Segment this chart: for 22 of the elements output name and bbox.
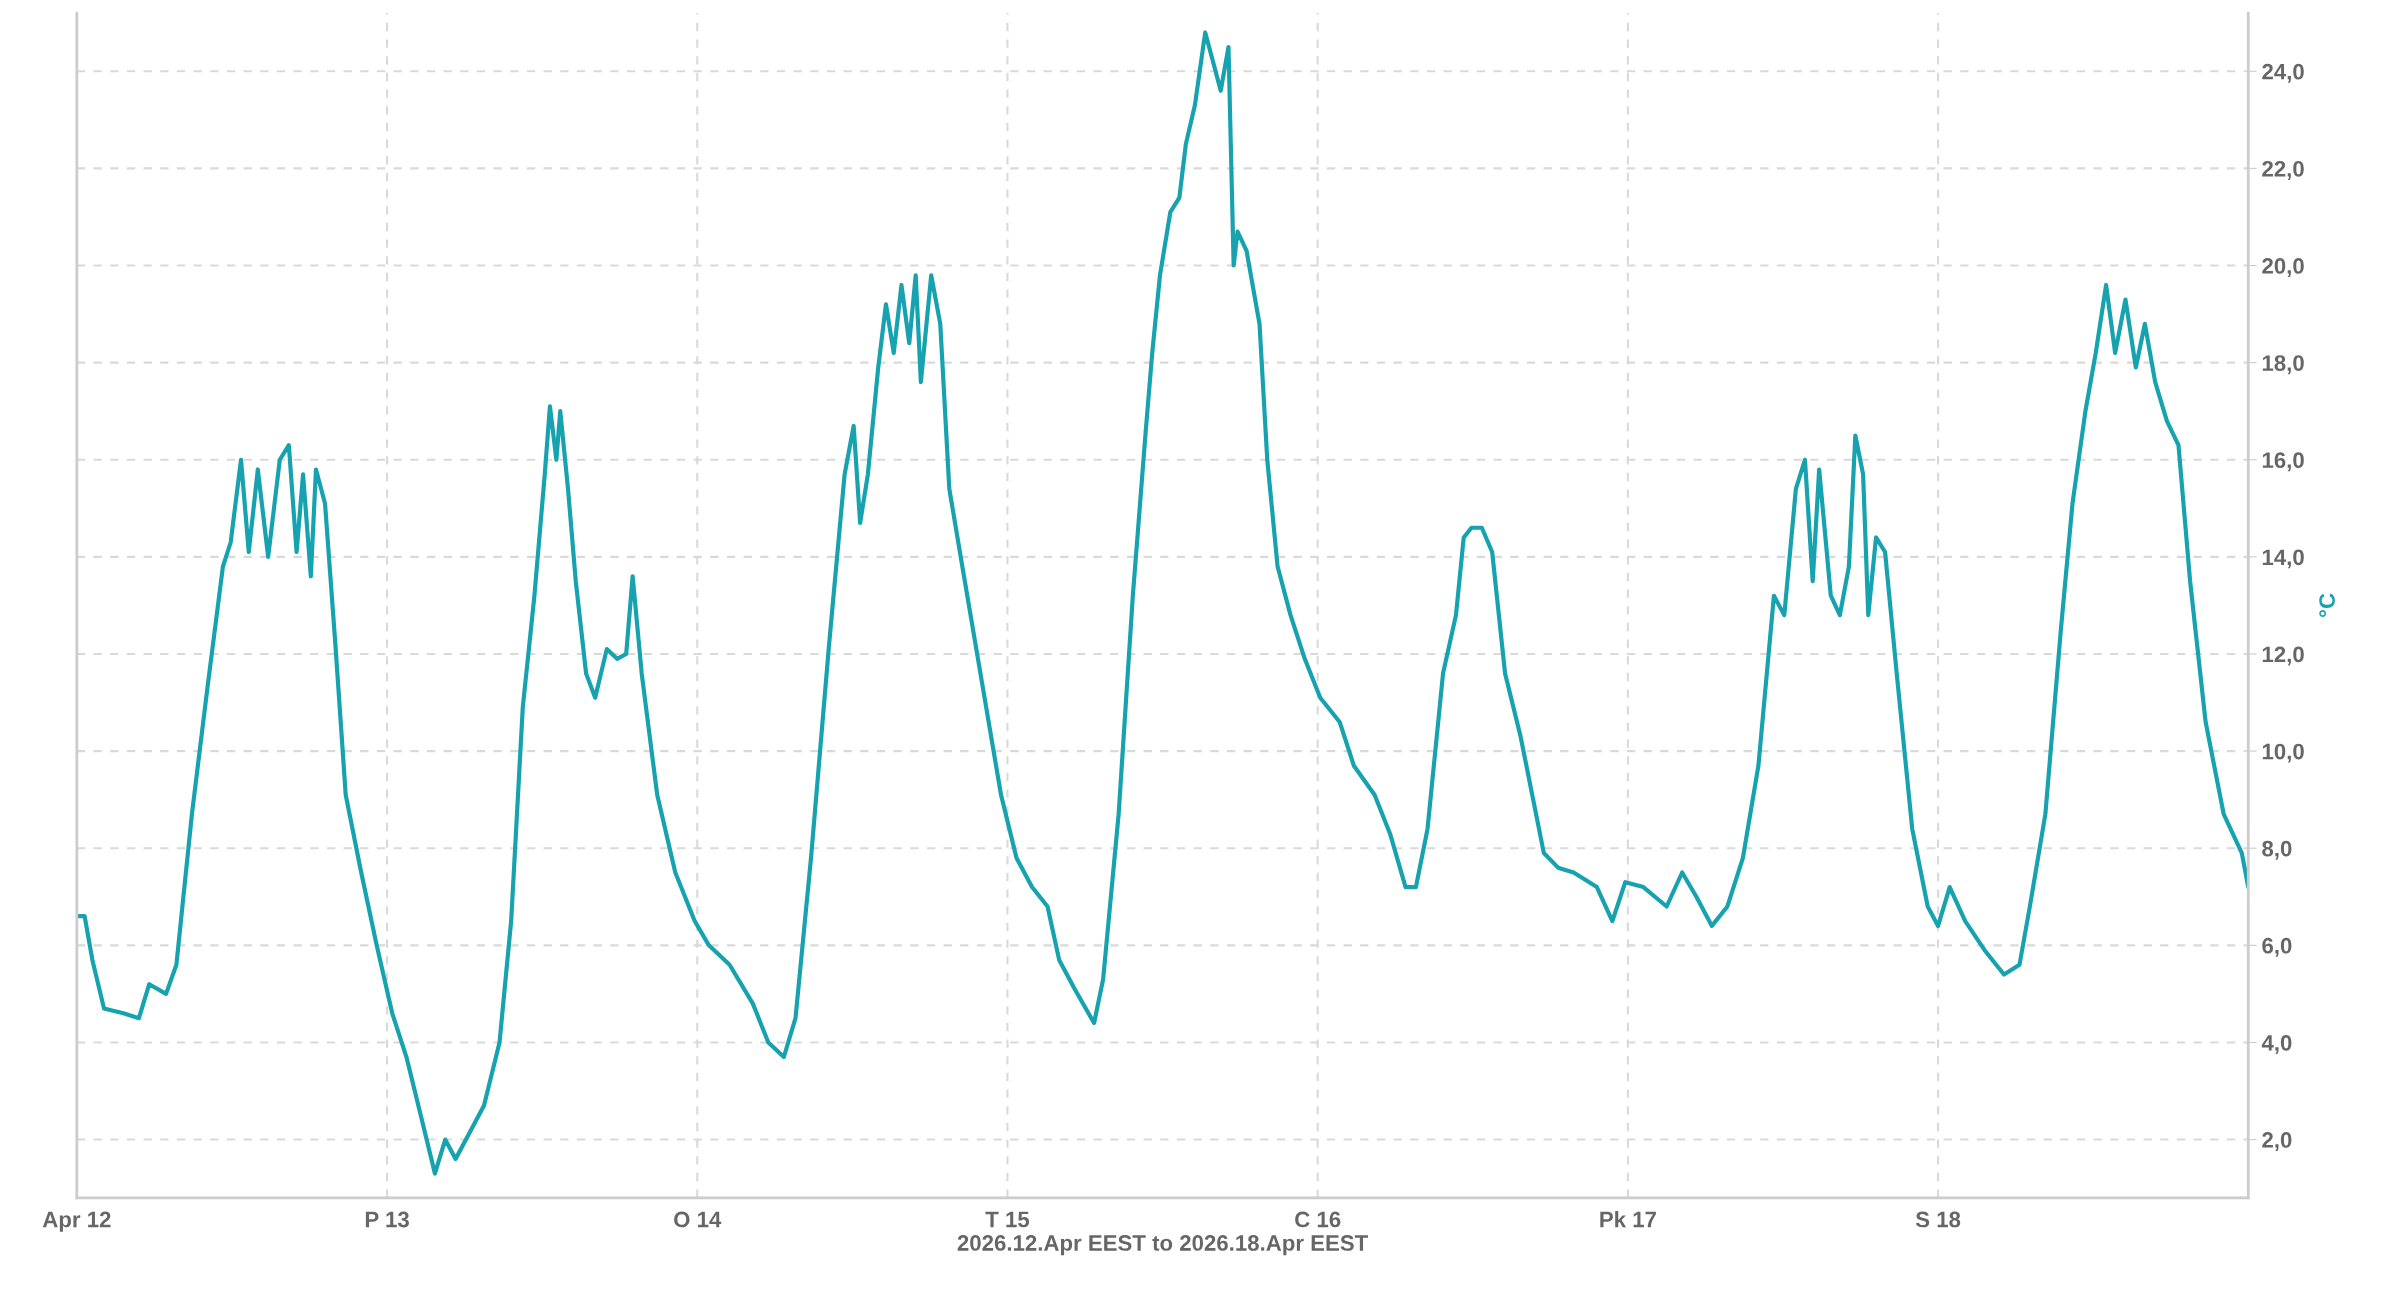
x-tick-label: T 15 xyxy=(985,1211,1030,1228)
x-tick-label: S 18 xyxy=(1915,1211,1961,1228)
y-tick-label: 8,0 xyxy=(2262,840,2292,860)
y-tick-label: 20,0 xyxy=(2262,258,2304,278)
y-tick-label: 24,0 xyxy=(2262,63,2304,83)
x-tick-label: C 16 xyxy=(1295,1211,1341,1228)
y-tick-label: 10,0 xyxy=(2262,743,2304,763)
x-tick-label: Pk 17 xyxy=(1600,1211,1656,1228)
x-tick-label: P 13 xyxy=(365,1211,409,1228)
x-tick-label: O 14 xyxy=(674,1211,722,1228)
y-tick-label: 6,0 xyxy=(2262,937,2292,957)
line-series xyxy=(76,30,2249,1176)
y-tick-label: 22,0 xyxy=(2262,160,2304,180)
y-axis-title: °C xyxy=(2319,593,2335,617)
x-axis-title: 2026.12.Apr EEST to 2026.18.Apr EEST xyxy=(957,1235,1368,1256)
y-tick-label: 14,0 xyxy=(2262,549,2304,569)
y-tick-label: 2,0 xyxy=(2262,1132,2292,1152)
y-tick-label: 18,0 xyxy=(2262,355,2304,375)
y-tick-label: 12,0 xyxy=(2262,646,2304,666)
y-tick-label: 4,0 xyxy=(2261,1034,2292,1054)
x-tick-label: Apr 12 xyxy=(42,1211,111,1232)
y-tick-label: 16,0 xyxy=(2262,452,2304,472)
